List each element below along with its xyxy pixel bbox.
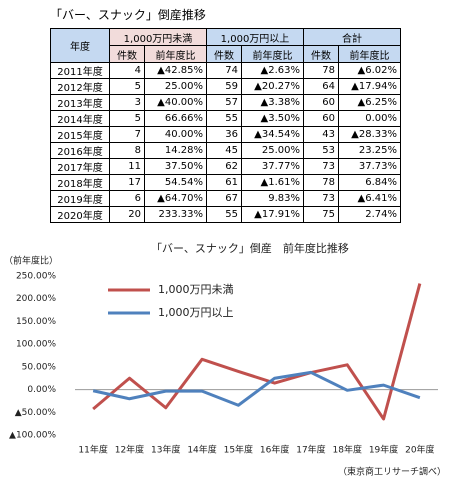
header-row: 件数 前年度比 件数 前年度比 件数 前年度比 bbox=[51, 45, 401, 63]
x-tick-label: 13年度 bbox=[151, 444, 180, 456]
header-cell: 1,000万円未満 bbox=[109, 28, 207, 46]
table-row: 2019年度 6 ▲64.70% 67 9.83% 73 ▲6.41% bbox=[50, 190, 401, 207]
x-tick-label: 19年度 bbox=[369, 444, 398, 456]
table-row: 2016年度 8 14.28% 45 25.00% 53 23.25% bbox=[50, 142, 401, 159]
header-row: 年度 1,000万円未満 1,000万円以上 合計 bbox=[50, 28, 401, 63]
y-axis-label: （前年度比） bbox=[4, 255, 58, 267]
header-cell: 前年度比 bbox=[144, 45, 207, 63]
y-tick-label: 150.00% bbox=[16, 317, 56, 327]
header-cell: 前年度比 bbox=[338, 45, 401, 63]
x-tick-label: 11年度 bbox=[78, 444, 107, 456]
table-row: 2011年度 4 ▲42.85% 74 ▲2.63% 78 ▲6.02% bbox=[50, 62, 401, 79]
series-line bbox=[92, 283, 422, 421]
x-tick-label: 17年度 bbox=[296, 444, 325, 456]
x-tick-label: 12年度 bbox=[115, 444, 144, 456]
header-cell: 1,000万円以上 bbox=[206, 28, 304, 46]
x-tick-label: 20年度 bbox=[405, 444, 434, 456]
x-tick-label: 16年度 bbox=[260, 444, 289, 456]
y-tick-label: 250.00% bbox=[16, 272, 56, 282]
y-tick-label: 200.00% bbox=[16, 294, 56, 304]
y-tick-label: 0.00% bbox=[27, 385, 56, 395]
legend-label: 1,000万円以上 bbox=[158, 306, 234, 319]
y-tick-label: ▲100.00% bbox=[9, 431, 56, 441]
data-table: 年度 1,000万円未満 1,000万円以上 合計 件数 前年度比 件数 前年度比 件数 前年度比… bbox=[50, 28, 401, 223]
header-cell: 件数 bbox=[109, 45, 145, 63]
y-tick-label: 50.00% bbox=[22, 362, 57, 372]
table-cell: 233.33% bbox=[144, 206, 207, 223]
x-tick-label: 18年度 bbox=[333, 444, 362, 456]
chart-title: 「バー、スナック」倒産 前年度比推移 bbox=[151, 241, 349, 255]
y-tick-label: ▲50.00% bbox=[15, 408, 57, 418]
title: 「バー、スナック」倒産推移 bbox=[50, 8, 206, 22]
series-line bbox=[92, 370, 421, 407]
y-tick-label: 100.00% bbox=[16, 340, 56, 350]
table-row: 2012年度 5 25.00% 59 ▲20.27% 64 ▲17.94% bbox=[50, 78, 401, 95]
legend-label: 1,000万円未満 bbox=[158, 283, 234, 296]
table-row: 2020年度 20 233.33% 55 ▲17.91% 75 2.74% bbox=[50, 206, 401, 223]
table-row: 2018年度 17 54.54% 61 ▲1.61% 78 6.84% bbox=[50, 174, 401, 191]
table-cell: 2.74% bbox=[338, 206, 401, 223]
header-cell: 件数 bbox=[206, 45, 242, 63]
table-row: 2013年度 3 ▲40.00% 57 ▲3.38% 60 ▲6.25% bbox=[50, 94, 401, 111]
header-cell: 前年度比 bbox=[241, 45, 304, 63]
source-note: （東京商工リサーチ調べ） bbox=[338, 466, 446, 478]
x-tick-label: 14年度 bbox=[187, 444, 216, 456]
table-row: 2017年度 11 37.50% 62 37.77% 73 37.73% bbox=[50, 158, 401, 175]
table-cell: 23.25% bbox=[338, 142, 401, 159]
table-cell: 55 bbox=[206, 206, 242, 223]
x-tick-label: 15年度 bbox=[224, 444, 253, 456]
table-cell: ▲17.91% bbox=[241, 206, 304, 223]
